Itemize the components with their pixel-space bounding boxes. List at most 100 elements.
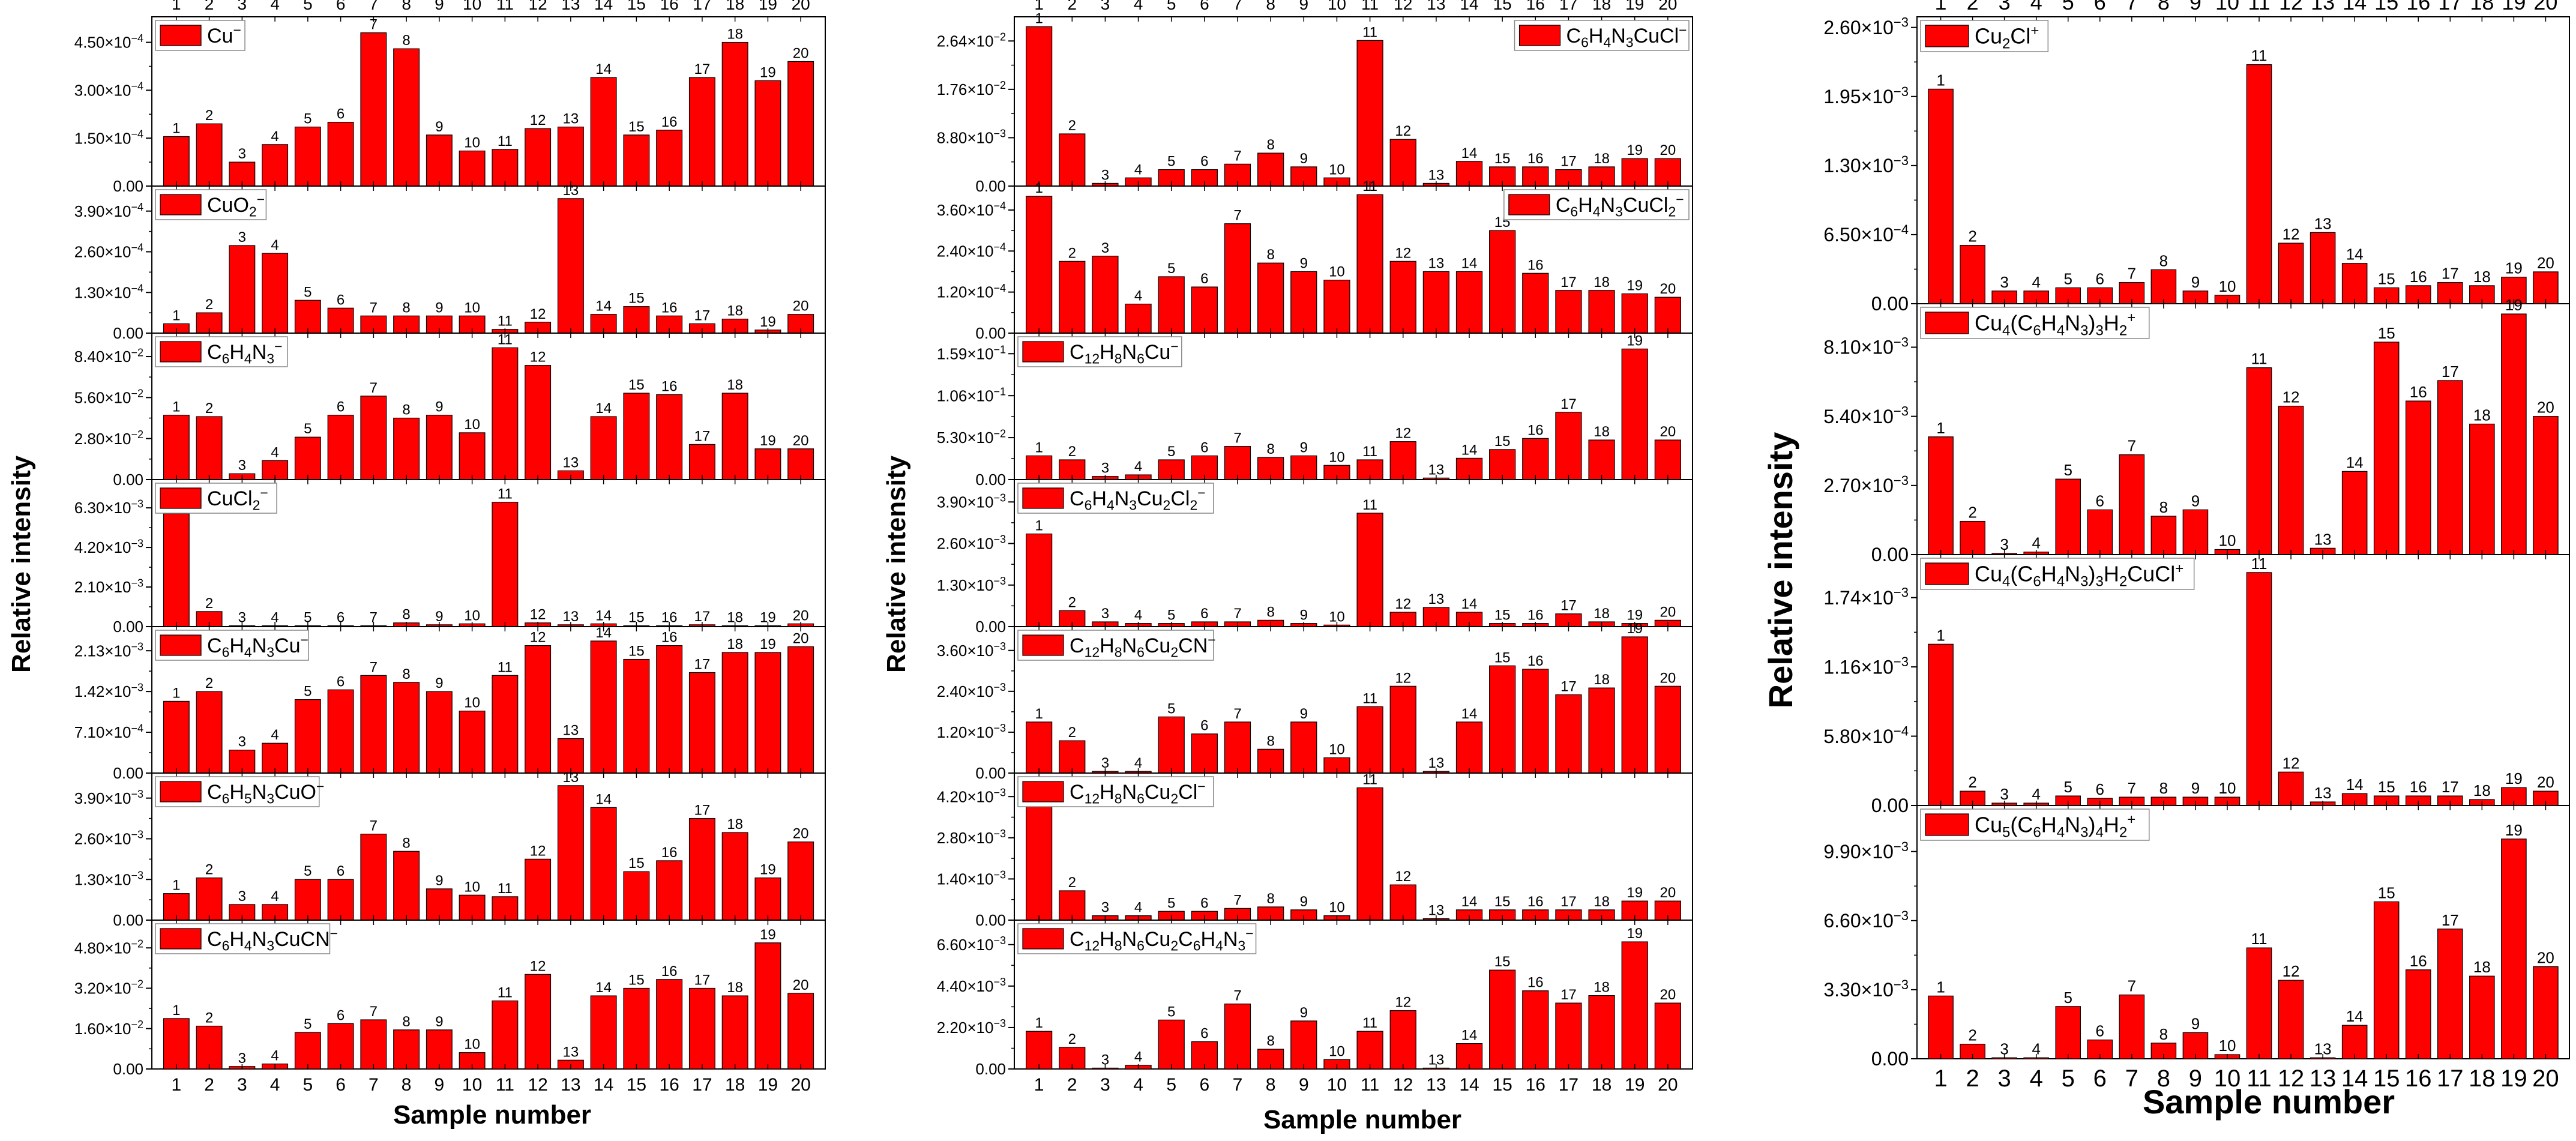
- bar: [2278, 980, 2304, 1059]
- x-tick-label-top: 12: [529, 0, 547, 13]
- bar: [393, 682, 420, 774]
- bar-data-label: 7: [370, 818, 378, 834]
- bar-data-label: 15: [1494, 151, 1511, 167]
- x-tick-label-bottom: 1: [171, 1075, 181, 1095]
- x-tick-label-top: 2: [205, 0, 214, 13]
- bar-data-label: 10: [1329, 900, 1345, 916]
- bar-data-label: 19: [760, 314, 776, 330]
- bar-data-label: 2: [205, 400, 213, 417]
- bar: [1621, 941, 1648, 1070]
- bar-data-label: 3: [238, 457, 246, 474]
- bar: [2469, 975, 2495, 1059]
- bar: [360, 1019, 387, 1070]
- bar-data-label: 8: [1266, 604, 1274, 620]
- x-tick-label-bottom: 10: [462, 1075, 482, 1095]
- bar-data-label: 15: [2378, 884, 2395, 902]
- bar-data-label: 1: [1936, 626, 1945, 644]
- bar-data-label: 6: [337, 673, 345, 690]
- x-axis-label-middle: Sample number: [1263, 1105, 1461, 1134]
- bar: [1323, 280, 1350, 334]
- bar-data-label: 1: [172, 1002, 180, 1019]
- bar: [656, 130, 683, 187]
- bar: [1522, 990, 1549, 1070]
- bar-data-label: 5: [304, 284, 311, 300]
- x-axis-label-left: Sample number: [393, 1100, 591, 1130]
- bar: [1960, 520, 1985, 555]
- bar-data-label: 12: [1395, 123, 1411, 139]
- x-tick-label-bottom: 14: [594, 1075, 613, 1095]
- bar: [787, 841, 814, 921]
- bar: [163, 1018, 190, 1070]
- legend-swatch: [1022, 928, 1064, 950]
- x-tick-label-bottom: 1: [1034, 1075, 1044, 1095]
- y-axis-label-left: Relative intensity: [7, 456, 36, 673]
- bar-data-label: 15: [1494, 954, 1511, 970]
- bar-data-label: 18: [2473, 268, 2491, 286]
- bar-data-label: 12: [1395, 869, 1411, 885]
- y-tick-label: 2.10×10−3: [74, 577, 143, 596]
- y-tick-label: 0.00: [975, 471, 1006, 489]
- bar-data-label: 16: [1527, 422, 1544, 438]
- legend-label: C6H4N3CuCl−: [1566, 22, 1687, 50]
- x-tick-label-bottom: 14: [1459, 1075, 1479, 1095]
- y-tick-label: 4.80×10−2: [74, 938, 143, 957]
- bar-data-label: 9: [1300, 706, 1308, 722]
- bar-data-label: 17: [1560, 274, 1577, 291]
- bar-data-label: 9: [2191, 1014, 2200, 1032]
- bar-data-label: 17: [2442, 363, 2459, 381]
- legend: Cu4(C6H4N3)3H2+: [1920, 307, 2150, 339]
- bar: [294, 879, 321, 921]
- bar: [1654, 685, 1681, 774]
- y-tick-label: 2.70×10−3: [1823, 473, 1909, 496]
- bar-data-label: 16: [1527, 975, 1544, 991]
- bar: [2246, 572, 2272, 806]
- bar: [2533, 966, 2559, 1059]
- y-tick-label: 9.90×10−3: [1823, 839, 1909, 863]
- bar: [2087, 509, 2113, 555]
- bar: [2246, 64, 2272, 304]
- bar-data-label: 3: [2000, 785, 2008, 803]
- bar-data-label: 8: [402, 1014, 410, 1030]
- bar: [2405, 400, 2431, 555]
- y-tick-label: 4.20×10−3: [937, 786, 1006, 805]
- bar-data-label: 5: [1167, 154, 1175, 170]
- y-tick-label: 2.13×10−3: [74, 640, 143, 660]
- bar-data-label: 8: [1266, 441, 1274, 457]
- bar: [327, 689, 354, 774]
- bar-data-label: 17: [694, 972, 711, 988]
- legend-label: C12H8N6Cu2C6H4N3−: [1070, 926, 1254, 953]
- bar-data-label: 14: [2346, 1007, 2364, 1025]
- bar-data-label: 20: [793, 826, 809, 842]
- legend-label: CuCl2−: [207, 485, 268, 513]
- bar: [1621, 348, 1648, 480]
- bar-data-label: 5: [1167, 700, 1175, 717]
- bar-data-label: 5: [304, 684, 311, 700]
- x-tick-label-bottom: 5: [2062, 1065, 2075, 1092]
- bar-data-label: 6: [1200, 718, 1208, 734]
- bar-data-label: 13: [1428, 591, 1445, 607]
- x-tick-label-top: 3: [1999, 0, 2011, 14]
- x-tick-label-bottom: 11: [496, 1075, 514, 1095]
- bar: [1026, 721, 1053, 774]
- bar-data-label: 2: [1968, 504, 1976, 522]
- bar-data-label: 10: [464, 417, 480, 433]
- bar: [1059, 610, 1086, 627]
- bar: [1588, 687, 1615, 774]
- bar-data-label: 20: [793, 45, 809, 61]
- x-tick-label-top: 9: [2189, 0, 2201, 14]
- bar: [1059, 740, 1086, 774]
- y-tick-label: 2.80×10−2: [74, 429, 143, 448]
- legend: C12H8N6Cu−: [1017, 336, 1182, 367]
- bar: [1059, 890, 1086, 921]
- x-tick-label-top: 1: [1034, 0, 1044, 13]
- bar-data-label: 14: [1461, 1028, 1478, 1044]
- y-tick-label: 3.90×10−3: [937, 492, 1006, 511]
- bar-data-label: 6: [337, 106, 345, 122]
- bar: [721, 995, 748, 1070]
- bar: [492, 347, 519, 480]
- x-tick-label-bottom: 10: [2214, 1065, 2241, 1092]
- bar-data-label: 3: [238, 229, 246, 245]
- legend: Cu5(C6H4N3)4H2+: [1920, 808, 2150, 841]
